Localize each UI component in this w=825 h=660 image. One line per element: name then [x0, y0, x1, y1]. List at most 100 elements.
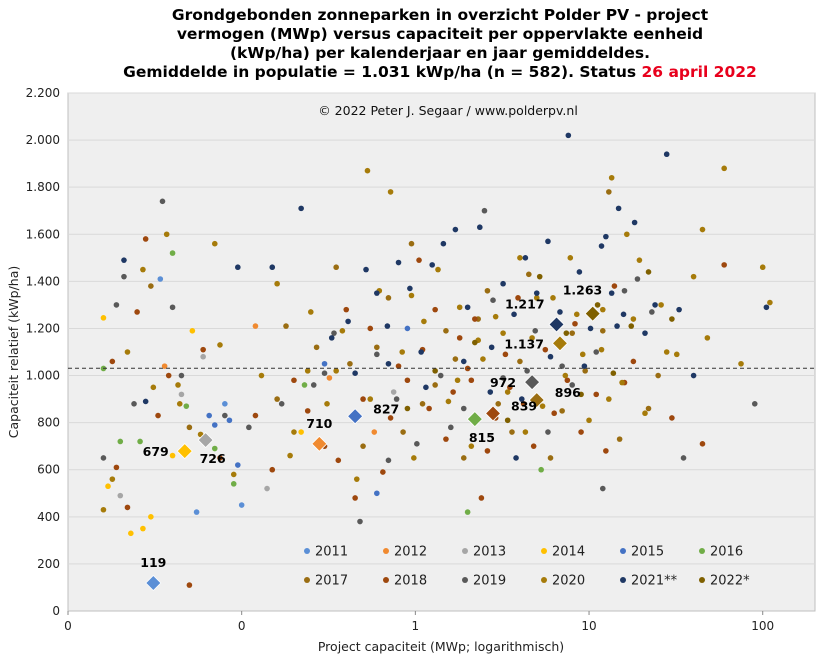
- average-marker-2019: [524, 374, 541, 391]
- data-point-2020: [258, 372, 265, 379]
- data-point-2015: [321, 360, 328, 367]
- data-point-2020: [109, 476, 116, 482]
- data-point-2017: [333, 264, 339, 271]
- data-point-2017: [274, 396, 280, 402]
- data-point-2019: [448, 424, 454, 431]
- data-point-2016: [183, 403, 190, 409]
- data-point-2020: [492, 313, 499, 320]
- data-point-2016: [211, 445, 218, 452]
- data-point-2018: [165, 372, 172, 379]
- legend-marker: [699, 577, 705, 583]
- data-point-2021: [235, 264, 241, 271]
- data-point-2018: [291, 377, 297, 384]
- data-point-2019: [751, 401, 758, 407]
- data-point-2020: [287, 452, 293, 459]
- legend-item-2019: 2019: [462, 574, 506, 589]
- data-point-2022: [645, 269, 652, 275]
- data-point-2017: [452, 356, 459, 362]
- data-point-2017: [385, 295, 392, 301]
- data-point-2020: [480, 356, 486, 362]
- data-point-2017: [374, 344, 380, 351]
- y-tick-label: 1.800: [26, 180, 60, 194]
- data-point-2021: [763, 304, 770, 311]
- data-point-2011: [157, 276, 164, 282]
- data-point-2021: [477, 224, 483, 231]
- data-point-2018: [416, 257, 422, 263]
- y-tick-label: 1.200: [26, 321, 60, 335]
- data-point-2018: [502, 351, 509, 358]
- data-point-2021: [429, 262, 435, 268]
- data-point-2013: [200, 353, 206, 360]
- legend-marker: [462, 548, 468, 554]
- data-point-2018: [134, 309, 140, 315]
- data-point-2020: [333, 368, 339, 374]
- data-point-2021: [547, 353, 554, 360]
- data-point-2021: [328, 335, 335, 341]
- legend-item-2012: 2012: [383, 545, 427, 560]
- average-marker-2022: [584, 305, 601, 322]
- average-label-2016: 815: [469, 430, 495, 445]
- data-point-2017: [559, 408, 565, 414]
- legend-label: 2012: [394, 545, 427, 560]
- data-point-2014: [105, 483, 111, 490]
- data-point-2020: [767, 299, 773, 306]
- data-point-2021: [522, 255, 529, 261]
- legend-item-2014: 2014: [541, 545, 585, 560]
- data-point-2020: [608, 174, 615, 181]
- data-point-2019: [569, 382, 576, 388]
- data-point-2014: [189, 328, 196, 334]
- data-point-2017: [186, 424, 193, 431]
- data-point-2018: [217, 455, 223, 461]
- data-point-2021: [440, 240, 447, 247]
- data-point-2018: [142, 236, 149, 242]
- data-point-2018: [572, 320, 578, 327]
- data-point-2020: [230, 471, 237, 478]
- data-point-2020: [504, 389, 511, 395]
- data-point-2020: [307, 309, 314, 315]
- data-point-2019: [532, 328, 539, 334]
- data-point-2021: [652, 302, 658, 308]
- y-tick-label: 800: [37, 416, 60, 430]
- data-point-2017: [526, 271, 532, 278]
- data-point-2019: [649, 309, 655, 315]
- chart-title: Grondgebonden zonneparken in overzicht P…: [123, 6, 757, 81]
- data-point-2021: [690, 372, 697, 379]
- data-point-2020: [217, 342, 223, 348]
- data-point-2019: [169, 304, 176, 311]
- data-point-2017: [432, 382, 438, 388]
- data-point-2021: [598, 243, 605, 249]
- average-label-2015: 827: [373, 401, 399, 416]
- data-point-2020: [586, 417, 592, 424]
- data-point-2018: [630, 358, 637, 365]
- data-point-2020: [454, 377, 461, 384]
- data-point-2020: [304, 368, 311, 374]
- x-axis-title: Project capaciteit (MWp; logarithmisch): [318, 639, 564, 654]
- average-marker-2018: [484, 405, 502, 422]
- x-tick-label: 1: [412, 619, 420, 633]
- data-point-2020: [522, 429, 529, 435]
- data-point-2014: [140, 525, 146, 532]
- data-point-2018: [200, 346, 206, 353]
- data-point-2019: [113, 302, 120, 308]
- data-point-2020: [140, 266, 146, 273]
- data-point-2018: [343, 306, 350, 313]
- data-point-2020: [500, 330, 506, 336]
- data-point-2020: [163, 231, 170, 238]
- data-point-2020: [533, 295, 540, 301]
- legend-marker: [620, 548, 626, 554]
- data-point-2021: [384, 323, 391, 329]
- data-point-2019: [246, 424, 252, 431]
- data-point-2020: [529, 335, 535, 341]
- data-point-2021: [385, 360, 392, 367]
- data-point-2012: [326, 375, 333, 381]
- data-point-2020: [759, 264, 766, 271]
- data-point-2018: [109, 358, 116, 365]
- title-line-2: vermogen (MWp) versus capaciteit per opp…: [177, 25, 703, 43]
- y-tick-label: 600: [37, 463, 60, 477]
- plot-area: [67, 92, 816, 612]
- data-point-2019: [437, 372, 444, 379]
- average-label-2017: 896: [555, 385, 581, 400]
- data-point-2018: [593, 391, 600, 398]
- data-point-2017: [616, 436, 623, 442]
